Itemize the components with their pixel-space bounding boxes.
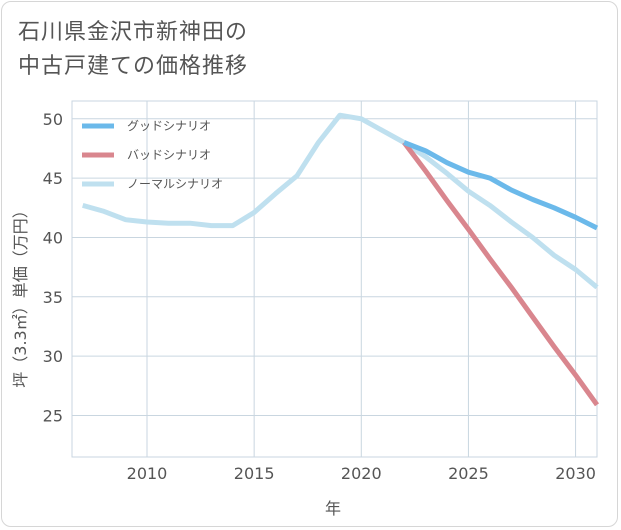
y-tick-label-50: 50 xyxy=(43,110,63,129)
y-tick-labels: 25 30 35 40 45 50 xyxy=(43,110,63,426)
y-tick-label-25: 25 xyxy=(43,406,63,425)
x-tick-labels: 2010 2015 2020 2025 2030 xyxy=(127,464,596,483)
y-tick-label-40: 40 xyxy=(43,228,63,247)
y-tick-label-30: 30 xyxy=(43,347,63,366)
x-tick-label-2025: 2025 xyxy=(448,464,489,483)
plot-frame xyxy=(71,100,598,458)
legend-label-normal: ノーマルシナリオ xyxy=(127,177,223,191)
y-tick-label-35: 35 xyxy=(43,288,63,307)
series-line-bad xyxy=(402,140,600,407)
legend-label-bad: バッドシナリオ xyxy=(127,148,211,162)
x-tick-label-2020: 2020 xyxy=(341,464,382,483)
chart-title-line-1: 石川県金沢市新神田の xyxy=(18,20,249,45)
grid-lines xyxy=(72,101,597,457)
plot-border xyxy=(71,100,598,458)
series-lines xyxy=(82,112,600,407)
x-axis-label: 年 xyxy=(325,499,341,518)
x-tick-label-2010: 2010 xyxy=(127,464,168,483)
y-tick-label-45: 45 xyxy=(43,169,63,188)
series-line-normal xyxy=(82,112,599,290)
chart-title-line-2: 中古戸建ての価格推移 xyxy=(18,54,249,79)
legend-label-good: グッドシナリオ xyxy=(127,119,211,133)
y-axis-label: 坪（3.3㎡）単価（万円） xyxy=(11,202,30,387)
x-tick-label-2015: 2015 xyxy=(234,464,275,483)
x-tick-label-2030: 2030 xyxy=(555,464,596,483)
series-line-good xyxy=(403,140,599,231)
chart-title: 石川県金沢市新神田の 中古戸建ての価格推移 xyxy=(18,16,248,84)
